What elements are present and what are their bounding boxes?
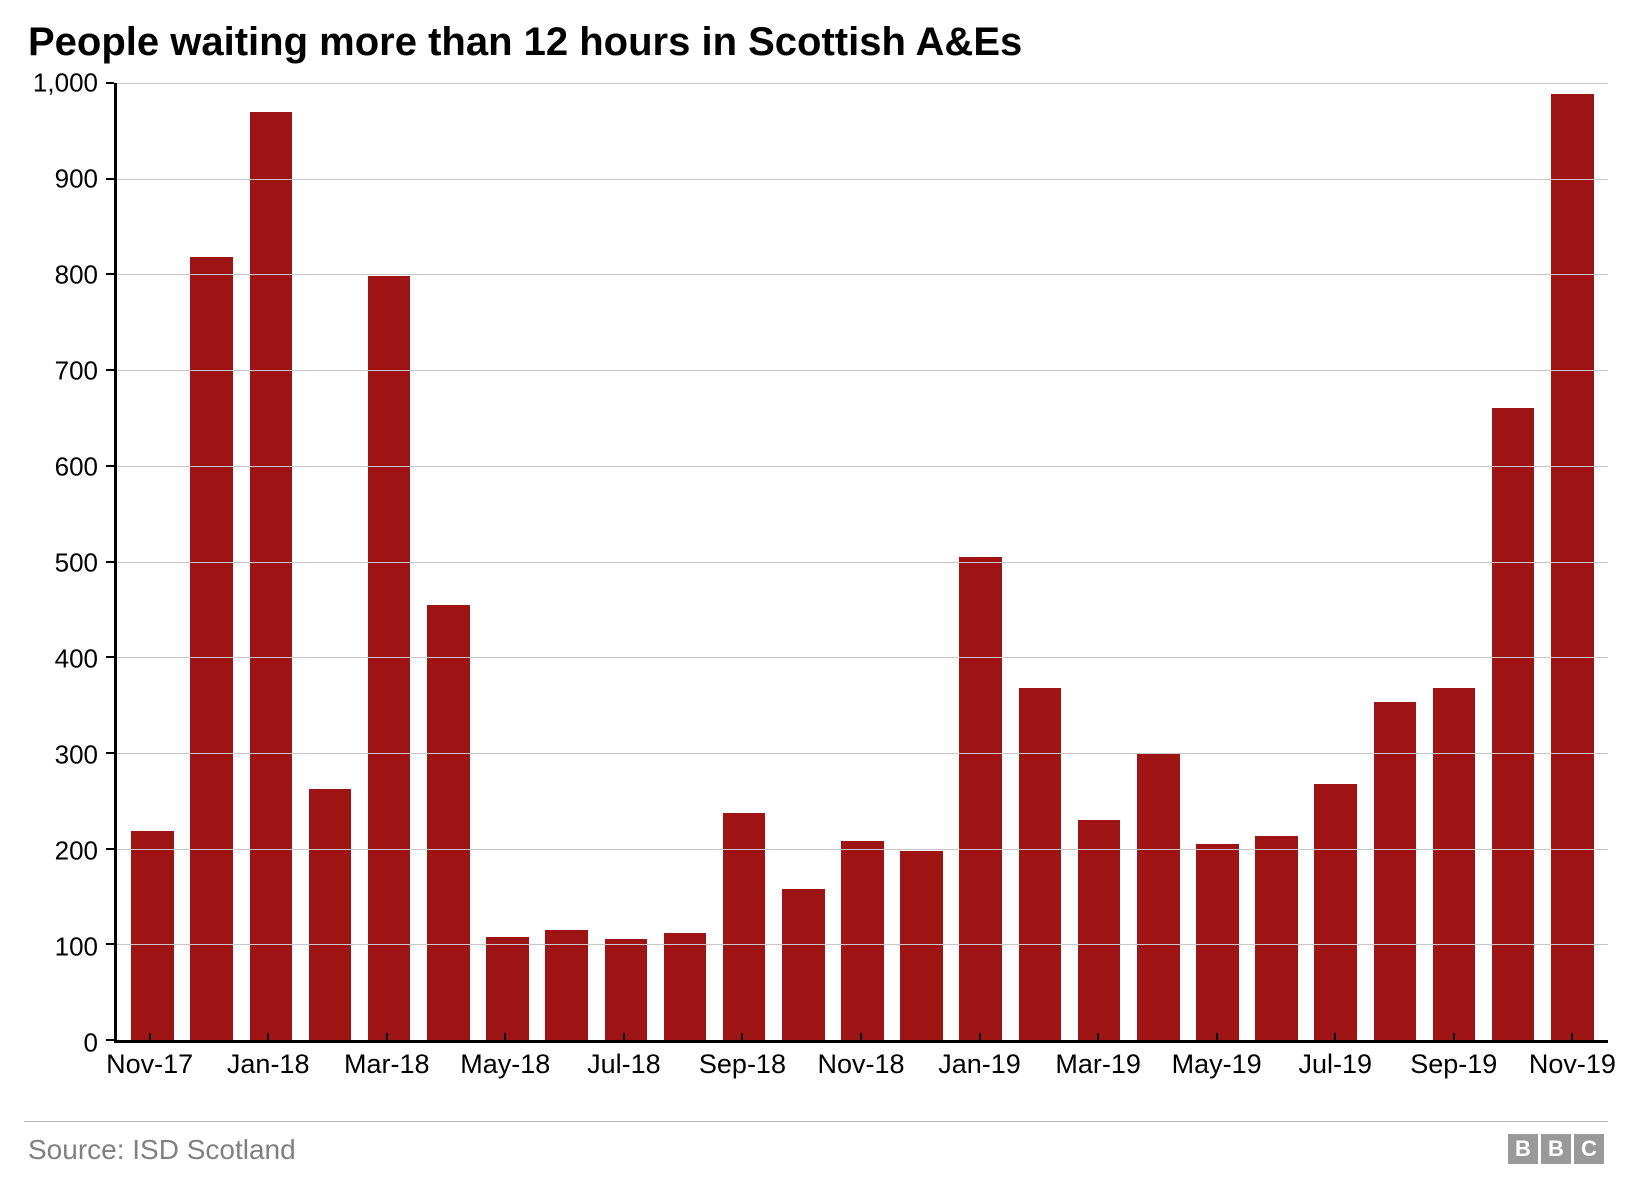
y-tick [106, 943, 114, 945]
bar [131, 831, 174, 1040]
logo-letter-1: B [1508, 1134, 1538, 1164]
bar [190, 257, 233, 1040]
x-tick [860, 1033, 862, 1043]
y-axis-label: 1,000 [33, 68, 98, 99]
y-tick [106, 561, 114, 563]
gridline [117, 466, 1608, 467]
x-axis-label: Nov-18 [817, 1049, 904, 1080]
x-axis-label: Mar-18 [344, 1049, 430, 1080]
y-tick [106, 178, 114, 180]
x-axis-label: Jul-18 [587, 1049, 661, 1080]
y-axis-label: 400 [55, 644, 98, 675]
plot-outer: 01002003004005006007008009001,000 Nov-17… [24, 83, 1608, 1083]
y-tick [106, 369, 114, 371]
bar [1137, 753, 1180, 1040]
y-tick [106, 752, 114, 754]
bar [309, 789, 352, 1040]
bar [1196, 844, 1239, 1040]
gridline [117, 179, 1608, 180]
chart-title: People waiting more than 12 hours in Sco… [28, 20, 1608, 65]
x-axis-label: May-19 [1172, 1049, 1262, 1080]
x-axis-label: Mar-19 [1055, 1049, 1141, 1080]
logo-letter-3: C [1574, 1134, 1604, 1164]
bbc-logo: B B C [1508, 1134, 1604, 1164]
y-axis-label: 200 [55, 836, 98, 867]
y-tick [106, 656, 114, 658]
x-axis-label: Jul-19 [1298, 1049, 1372, 1080]
y-axis-label: 100 [55, 932, 98, 963]
bar [1019, 688, 1062, 1040]
bar [723, 813, 766, 1040]
bar [427, 605, 470, 1040]
y-axis-label: 700 [55, 356, 98, 387]
x-tick [1216, 1033, 1218, 1043]
bar [1078, 820, 1121, 1040]
x-axis-label: Sep-19 [1410, 1049, 1497, 1080]
x-tick [386, 1033, 388, 1043]
y-axis-label: 500 [55, 548, 98, 579]
gridline [117, 83, 1608, 84]
bar [1314, 784, 1357, 1040]
chart-container: People waiting more than 12 hours in Sco… [0, 0, 1632, 1186]
y-axis-label: 0 [84, 1028, 98, 1059]
x-tick [623, 1033, 625, 1043]
bar [664, 933, 707, 1040]
y-axis-label: 800 [55, 260, 98, 291]
x-axis-label: Nov-17 [106, 1049, 193, 1080]
y-axis-labels: 01002003004005006007008009001,000 [24, 83, 106, 1043]
gridline [117, 657, 1608, 658]
x-tick [267, 1033, 269, 1043]
x-tick [1334, 1033, 1336, 1043]
x-tick [504, 1033, 506, 1043]
bar [250, 112, 293, 1040]
bar [959, 557, 1002, 1040]
x-axis-labels: Nov-17Jan-18Mar-18May-18Jul-18Sep-18Nov-… [114, 1043, 1608, 1083]
footer-divider [24, 1121, 1608, 1122]
y-axis-label: 300 [55, 740, 98, 771]
x-axis-label: May-18 [460, 1049, 550, 1080]
x-tick [741, 1033, 743, 1043]
y-tick [106, 848, 114, 850]
y-tick [106, 1039, 114, 1041]
y-tick [106, 82, 114, 84]
y-tick [106, 465, 114, 467]
bar [1255, 836, 1298, 1040]
source-text: Source: ISD Scotland [28, 1134, 296, 1166]
bar [782, 889, 825, 1040]
plot-area [114, 83, 1608, 1043]
x-axis-label: Jan-19 [938, 1049, 1021, 1080]
y-axis-label: 900 [55, 164, 98, 195]
bar [486, 937, 529, 1040]
bar [605, 939, 648, 1040]
x-tick [1453, 1033, 1455, 1043]
bar [841, 841, 884, 1040]
x-tick [979, 1033, 981, 1043]
gridline [117, 849, 1608, 850]
y-axis-label: 600 [55, 452, 98, 483]
bar [1433, 688, 1476, 1040]
y-tick [106, 273, 114, 275]
gridline [117, 753, 1608, 754]
gridline [117, 370, 1608, 371]
bar [1551, 94, 1594, 1040]
x-tick [1097, 1033, 1099, 1043]
x-tick [1571, 1033, 1573, 1043]
gridline [117, 944, 1608, 945]
logo-letter-2: B [1541, 1134, 1571, 1164]
x-axis-label: Sep-18 [699, 1049, 786, 1080]
gridline [117, 562, 1608, 563]
x-axis-label: Jan-18 [227, 1049, 310, 1080]
bar [545, 930, 588, 1040]
x-axis-label: Nov-19 [1529, 1049, 1616, 1080]
gridline [117, 274, 1608, 275]
x-tick [149, 1033, 151, 1043]
